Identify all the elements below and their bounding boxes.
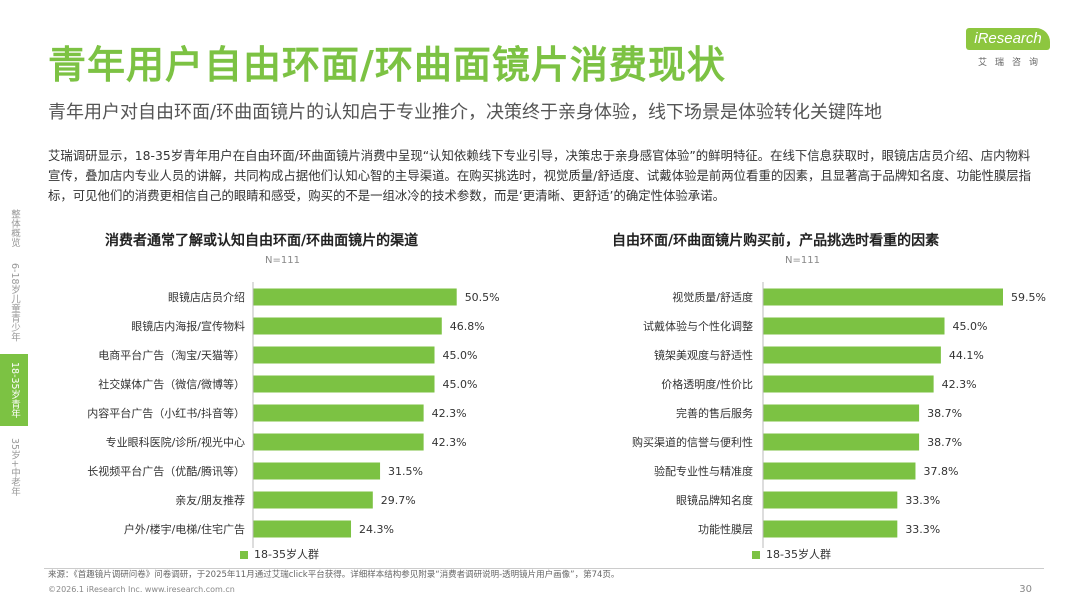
category-label: 亲友/朋友推荐 (175, 493, 245, 507)
category-label: 镜架美观度与舒适性 (654, 348, 753, 362)
data-label: 24.3% (359, 523, 394, 536)
footer-divider (44, 568, 1044, 569)
bar (763, 491, 898, 509)
category-label: 试戴体验与个性化调整 (643, 319, 753, 333)
bar (763, 520, 898, 538)
bar (253, 346, 435, 364)
category-label: 功能性膜层 (698, 522, 753, 536)
chart2-title: 自由环面/环曲面镜片购买前，产品挑选时看重的因素 (612, 233, 940, 249)
category-label: 电商平台广告（淘宝/天猫等） (98, 348, 245, 362)
category-label: 购买渠道的信誉与便利性 (632, 435, 753, 449)
data-label: 45.0% (443, 378, 478, 391)
category-label: 内容平台广告（小红书/抖音等） (87, 406, 245, 420)
data-label: 33.3% (905, 494, 940, 507)
bar (763, 375, 934, 393)
data-label: 37.8% (923, 465, 958, 478)
data-label: 42.3% (432, 436, 467, 449)
page-title: 青年用户自由环面/环曲面镜片消费现状 (48, 43, 726, 87)
category-label: 眼镜店店员介绍 (168, 290, 245, 304)
bar (763, 462, 916, 480)
category-label: 完善的售后服务 (676, 406, 753, 420)
copyright: ©2026.1 iResearch Inc. www.iresearch.com… (48, 585, 235, 594)
bar (253, 462, 381, 480)
category-label: 社交媒体广告（微信/微博等） (98, 377, 245, 391)
iresearch-logo: iResearch 艾瑞咨询 (962, 28, 1050, 72)
logo-wordmark: iResearch (966, 28, 1050, 50)
chart1-legend-label: 18-35岁人群 (254, 548, 319, 561)
chart1-title: 消费者通常了解或认知自由环面/环曲面镜片的渠道 (105, 233, 419, 249)
data-label: 33.3% (905, 523, 940, 536)
data-label: 50.5% (465, 291, 500, 304)
legend-swatch (240, 551, 248, 559)
data-label: 42.3% (432, 407, 467, 420)
data-label: 44.1% (949, 349, 984, 362)
bar (253, 317, 442, 335)
bar (763, 346, 941, 364)
data-label: 31.5% (388, 465, 423, 478)
chart1-legend: 18-35岁人群 (240, 546, 319, 562)
page-subtitle: 青年用户对自由环面/环曲面镜片的认知启于专业推介，决策终于亲身体验，线下场景是体… (48, 102, 883, 123)
chart2-bar-chart: 视觉质量/舒适度 59.5% 试戴体验与个性化调整 45.0% 镜架美观度与舒适性 44.… (632, 282, 1046, 548)
bar (253, 520, 352, 538)
data-label: 46.8% (450, 320, 485, 333)
page-number: 30 (1019, 584, 1032, 595)
data-label: 38.7% (927, 436, 962, 449)
data-label: 45.0% (443, 349, 478, 362)
data-label: 59.5% (1011, 291, 1046, 304)
category-label: 视觉质量/舒适度 (672, 290, 753, 304)
bar (253, 404, 424, 422)
bar (763, 433, 920, 451)
summary-text: 艾瑞调研显示，18-35岁青年用户在自由环面/环曲面镜片消费中呈现“认知依赖线下… (48, 148, 1032, 203)
category-label: 长视频平台广告（优酷/腾讯等） (87, 464, 245, 478)
bar (253, 433, 424, 451)
bar (763, 288, 1003, 306)
bar (763, 317, 945, 335)
chart1-sample-size: N=111 (265, 255, 300, 266)
bar (253, 288, 457, 306)
category-label: 价格透明度/性价比 (661, 377, 753, 391)
chart2-legend: 18-35岁人群 (752, 546, 831, 562)
bar (763, 404, 920, 422)
data-label: 38.7% (927, 407, 962, 420)
legend-swatch (752, 551, 760, 559)
bar (253, 491, 373, 509)
nav-item-0[interactable]: 整体概览 (9, 209, 20, 247)
logo-cn: 艾瑞咨询 (977, 58, 1046, 68)
source-note: 来源：《首趣镜片调研问卷》问卷调研，于2025年11月通过艾瑞click平台获得… (48, 570, 620, 580)
category-label: 专业眼科医院/诊所/视光中心 (106, 435, 245, 449)
data-label: 45.0% (953, 320, 988, 333)
bar (253, 375, 435, 393)
section-nav: 整体概览 6-18岁儿童青少年 18-35岁青年 35岁+中老年 (0, 205, 28, 508)
nav-item-2[interactable]: 18-35岁青年 (0, 353, 28, 426)
category-label: 验配专业性与精准度 (654, 464, 753, 478)
category-label: 户外/楼宇/电梯/住宅广告 (124, 522, 245, 536)
chart1-bar-chart: 眼镜店店员介绍 50.5% 眼镜店内海报/宣传物料 46.8% 电商平台广告（淘宝/天猫… (87, 282, 500, 548)
chart2-sample-size: N=111 (785, 255, 820, 266)
nav-item-3[interactable]: 35岁+中老年 (9, 437, 20, 496)
data-label: 29.7% (381, 494, 416, 507)
chart2-legend-label: 18-35岁人群 (766, 548, 831, 561)
category-label: 眼镜店内海报/宣传物料 (131, 319, 245, 333)
data-label: 42.3% (942, 378, 977, 391)
nav-item-1[interactable]: 6-18岁儿童青少年 (9, 263, 20, 342)
category-label: 眼镜品牌知名度 (676, 493, 753, 507)
